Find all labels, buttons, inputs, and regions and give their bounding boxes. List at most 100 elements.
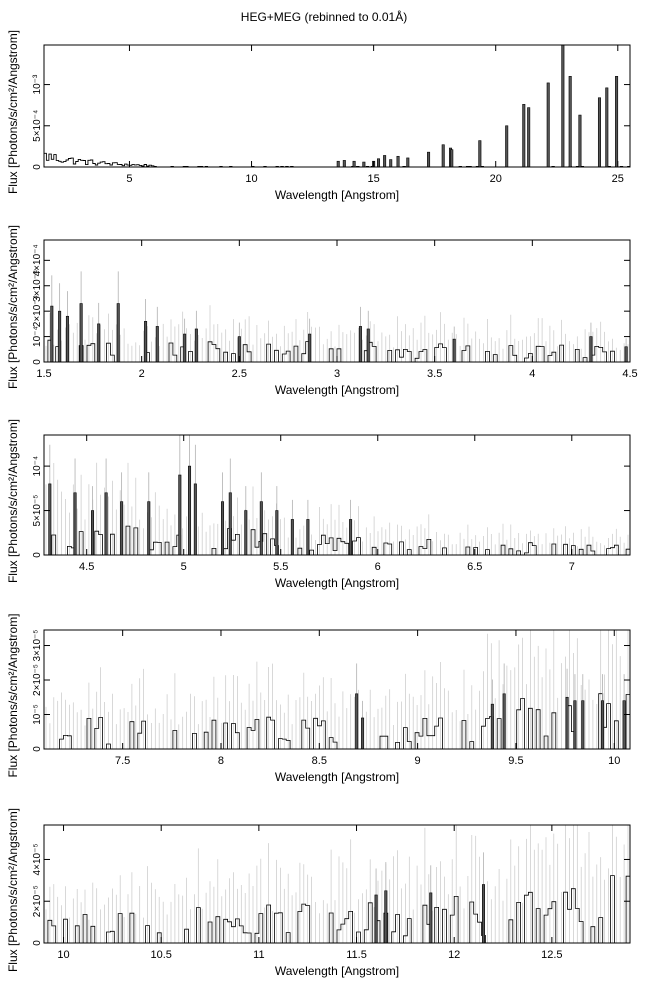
spectral-line-bar — [362, 161, 366, 167]
spectral-line-bar — [349, 519, 353, 555]
spectral-line-bar — [605, 87, 609, 167]
spectral-line-bar — [194, 328, 198, 362]
x-axis-label: Wavelength [Angstrom] — [275, 770, 399, 784]
y-tick-label: 2×10⁻⁵ — [32, 664, 43, 696]
spectral-line-bar — [178, 474, 182, 555]
spectral-line-bar — [155, 326, 159, 362]
plot-area — [44, 435, 630, 555]
error-bars — [45, 630, 629, 749]
spectral-line-bar — [244, 510, 248, 555]
spectral-line-bar — [275, 510, 279, 555]
spectral-line-bar — [221, 501, 225, 555]
spectral-line-bar — [259, 501, 263, 555]
spectral-line-bar — [120, 501, 124, 555]
plot-frame — [43, 434, 631, 556]
spectral-line-bar — [352, 160, 356, 167]
y-axis-label: Flux [Photons/s/cm²/Angstrom] — [6, 613, 20, 777]
spectral-line-bar — [490, 703, 494, 749]
plot-area — [44, 630, 630, 749]
y-tick-label: 0 — [32, 164, 43, 170]
x-tick-label: 4.5 — [79, 561, 94, 573]
spectral-line-bar — [79, 303, 83, 362]
spectral-line-bar — [565, 696, 569, 749]
spectral-line-bar — [452, 338, 456, 362]
x-axis-label: Wavelength [Angstrom] — [275, 383, 399, 397]
plot-area — [44, 271, 630, 362]
x-tick-label: 25 — [612, 173, 624, 185]
spectral-line-bar — [228, 492, 232, 555]
spectral-line-bar — [505, 125, 509, 167]
plot-frame — [43, 629, 631, 750]
spectrum-histogram — [44, 693, 630, 749]
spectral-line-bar — [622, 700, 626, 749]
spectral-line-bar — [429, 892, 433, 943]
x-tick-label: 7 — [569, 561, 575, 573]
spectral-line-bar — [358, 326, 362, 362]
y-tick-label: 5×10⁻⁴ — [32, 110, 43, 142]
spectral-line-bar — [188, 465, 192, 555]
y-axis-label: Flux [Photons/s/cm²/Angstrom] — [6, 30, 20, 194]
y-axis-label: Flux [Photons/s/cm²/Angstrom] — [6, 808, 20, 972]
spectral-line-bar — [306, 519, 310, 555]
spectral-line-bar — [65, 315, 69, 362]
y-tick-label: 10⁻³ — [32, 74, 43, 94]
spectral-line-bar — [478, 140, 482, 167]
x-tick-label: 3 — [334, 368, 340, 380]
spectral-line-bar — [406, 157, 410, 167]
y-tick-label: 3×10⁻⁴ — [32, 270, 43, 302]
spectral-line-bar — [237, 336, 241, 362]
spectral-line-bar — [597, 97, 601, 167]
spectral-line-bar — [624, 346, 628, 362]
spectral-line-bar — [589, 336, 593, 362]
spectral-line-bar — [183, 333, 187, 362]
spectral-line-bar — [73, 492, 77, 555]
plot-frame — [43, 44, 631, 168]
spectral-line-bar — [546, 82, 550, 167]
y-tick-label: 10⁻⁴ — [32, 326, 43, 347]
spectral-line-bar — [527, 107, 531, 167]
x-tick-label: 8.5 — [312, 755, 327, 767]
y-tick-label: 10⁻⁵ — [32, 704, 43, 725]
x-tick-label: 15 — [368, 173, 380, 185]
error-bars — [45, 305, 629, 362]
y-tick-label: 5×10⁻⁵ — [32, 495, 43, 527]
plot-area — [44, 825, 630, 943]
x-tick-label: 4 — [529, 368, 535, 380]
plot-area — [44, 45, 630, 167]
spectral-line-bar — [383, 155, 387, 167]
chart-panel-2: 1.5 2 2.5 3 3.5 4 4.5 0 10⁻⁴2×10⁻⁴3×10⁻⁴4×10⁻⁴ Wa… — [6, 225, 638, 397]
x-tick-label: 8 — [218, 755, 224, 767]
spectral-line-bar — [147, 501, 151, 555]
x-axis-label: Wavelength [Angstrom] — [275, 576, 399, 590]
chart-panel-3: 4.5 5 5.5 6 6.5 7 0 5×10⁻⁵ 10⁻⁴ Wavelength [Angst… — [6, 419, 631, 590]
spectral-line-bar — [355, 693, 359, 749]
x-tick-label: 9.5 — [508, 755, 523, 767]
spectral-line-bar — [50, 305, 54, 362]
x-tick-label: 10.5 — [150, 949, 171, 961]
y-axis-label: Flux [Photons/s/cm²/Angstrom] — [6, 419, 20, 583]
spectral-line-bar — [568, 76, 572, 167]
x-tick-label: 12 — [448, 949, 460, 961]
figure-title: HEG+MEG (rebinned to 0.01Å) — [240, 10, 408, 24]
x-tick-label: 5.5 — [273, 561, 288, 573]
spectral-line-bar — [193, 483, 197, 555]
spectral-line-bar — [374, 894, 378, 943]
x-tick-label: 11.5 — [346, 949, 367, 961]
x-tick-label: 10 — [608, 755, 620, 767]
x-tick-label: 2.5 — [232, 368, 247, 380]
chart-panel-1: 5 10 15 20 25 0 5×10⁻⁴ 10⁻³ Wavelength [Angstrom… — [6, 30, 631, 202]
x-tick-label: 12.5 — [541, 949, 562, 961]
x-tick-label: 5 — [181, 561, 187, 573]
x-tick-label: 6.5 — [467, 561, 482, 573]
y-tick-label: 10⁻⁴ — [32, 456, 43, 477]
x-tick-label: 5 — [126, 173, 132, 185]
spectral-line-bar — [450, 149, 454, 167]
spectral-line-bar — [581, 700, 585, 749]
y-tick-label: 4×10⁻⁴ — [32, 244, 43, 276]
x-tick-label: 7.5 — [115, 755, 130, 767]
x-tick-label: 3.5 — [427, 368, 442, 380]
chart-panel-4: 7.5 8 8.5 9 9.5 10 0 10⁻⁵ 2×10⁻⁵ 3×10⁻⁵ Wavelength… — [6, 613, 631, 784]
spectral-line-bar — [308, 333, 312, 362]
chart-panel-5: 10 10.5 11 11.5 12 12.5 0 2×10⁻⁵ 4×10⁻⁵ Wavelengt… — [6, 808, 631, 978]
